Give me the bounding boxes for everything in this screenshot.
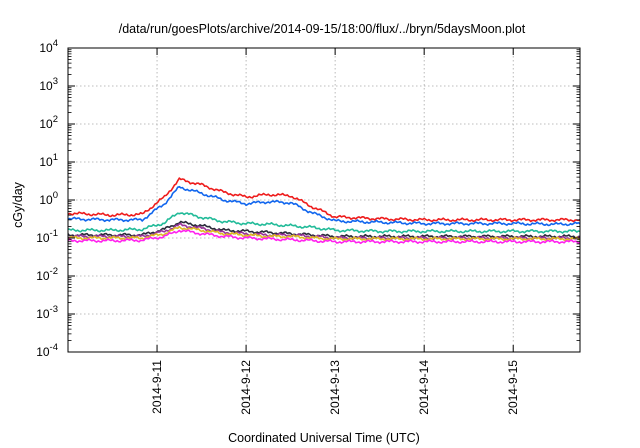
x-axis-label: Coordinated Universal Time (UTC) bbox=[228, 431, 420, 445]
y-tick-exponent: -3 bbox=[50, 304, 58, 315]
grid bbox=[68, 48, 580, 352]
y-tick-label: 102 bbox=[39, 114, 58, 131]
x-tick-label: 2014-9-14 bbox=[417, 360, 431, 415]
y-tick-exponent: 3 bbox=[53, 76, 58, 87]
series-line-3 bbox=[67, 212, 581, 234]
y-tick-label: 104 bbox=[39, 38, 58, 55]
series-line-6 bbox=[67, 225, 581, 242]
y-axis-label: cGy/day bbox=[11, 181, 25, 228]
series-lines bbox=[67, 177, 581, 245]
y-tick-base: 10 bbox=[36, 345, 50, 359]
y-tick-base: 10 bbox=[39, 41, 53, 55]
y-tick-exponent: 0 bbox=[53, 190, 58, 201]
y-tick-label: 10-2 bbox=[36, 266, 58, 283]
y-tick-base: 10 bbox=[39, 193, 53, 207]
series-line-7 bbox=[67, 229, 581, 245]
y-tick-base: 10 bbox=[39, 155, 53, 169]
y-tick-exponent: -1 bbox=[50, 228, 58, 239]
y-tick-label: 10-4 bbox=[36, 342, 58, 359]
x-axis: 2014-9-11 2014-9-12 2014-9-13 2014-9-14 2014… bbox=[150, 48, 520, 415]
x-tick-label: 2014-9-12 bbox=[239, 360, 253, 415]
y-tick-label: 10-3 bbox=[36, 304, 58, 321]
y-tick-label: 100 bbox=[39, 190, 58, 207]
y-tick-label: 10-1 bbox=[36, 228, 58, 245]
series-line-2 bbox=[67, 185, 581, 227]
x-tick-label: 2014-9-13 bbox=[328, 360, 342, 415]
y-tick-exponent: -4 bbox=[50, 342, 58, 353]
y-tick-base: 10 bbox=[36, 231, 50, 245]
y-tick-exponent: 4 bbox=[53, 38, 58, 49]
y-tick-label: 103 bbox=[39, 76, 58, 93]
y-tick-base: 10 bbox=[39, 79, 53, 93]
y-tick-exponent: 1 bbox=[53, 152, 58, 163]
y-tick-base: 10 bbox=[36, 307, 50, 321]
series-line-1 bbox=[67, 177, 581, 223]
y-tick-label: 101 bbox=[39, 152, 58, 169]
y-tick-base: 10 bbox=[39, 117, 53, 131]
y-tick-exponent: -2 bbox=[50, 266, 58, 277]
x-tick-label: 2014-9-15 bbox=[506, 360, 520, 415]
chart-title: /data/run/goesPlots/archive/2014-09-15/1… bbox=[119, 22, 526, 36]
y-tick-exponent: 2 bbox=[53, 114, 58, 125]
x-tick-label: 2014-9-11 bbox=[150, 360, 164, 414]
y-tick-base: 10 bbox=[36, 269, 50, 283]
